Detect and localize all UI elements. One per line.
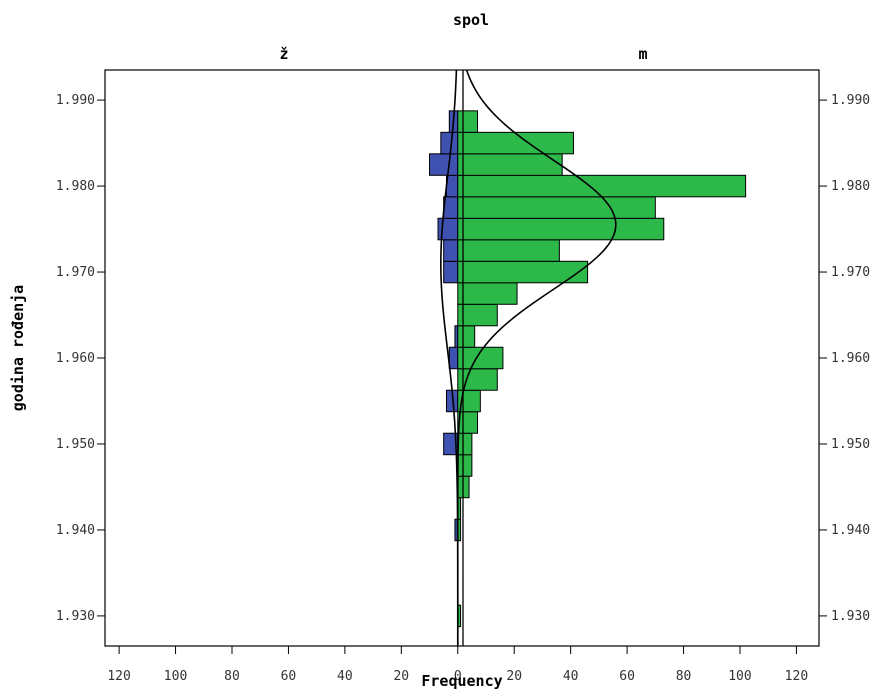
y-tick-label-right: 1.930 [831,609,870,624]
chart-title: spol [453,11,489,29]
bar-zensko-1970 [443,260,459,284]
y-tick-label-left: 1.970 [56,265,95,280]
x-tick-label: 100 [164,669,187,684]
bar-musko-1960 [457,346,504,370]
panel-label-left: ž [279,45,288,63]
y-tick-label-left: 1.960 [56,351,95,366]
x-axis-title: Frequency [421,672,502,690]
bar-zensko-1972.5 [443,239,459,262]
x-tick-label: 120 [785,669,808,684]
bar-musko-1950 [457,432,473,456]
x-tick-label: 40 [337,669,353,684]
y-tick-label-right: 1.970 [831,265,870,280]
bar-musko-1947.5 [457,454,473,477]
x-tick-label: 60 [619,669,635,684]
x-tick-label: 60 [281,669,297,684]
y-tick-label-left: 1.930 [56,609,95,624]
bar-musko-1980 [457,174,747,198]
x-tick-label: 80 [224,669,240,684]
y-tick-label-right: 1.960 [831,351,870,366]
y-tick-label-left: 1.950 [56,437,95,452]
x-tick-label: 0 [454,669,462,684]
bar-musko-1982.5 [457,153,563,176]
bar-musko-1972.5 [457,239,560,262]
y-tick-label-right: 1.940 [831,523,870,538]
normal-curve-musko [456,69,617,646]
bar-zensko-1977.5 [443,196,459,219]
bar-zensko-1982.5 [429,153,459,176]
y-axis-title: godina rođenja [9,285,27,411]
panel-label-right: m [638,45,647,63]
bar-zensko-1985 [440,131,459,155]
bar-musko-1952.5 [457,411,479,434]
bar-zensko-1960 [448,346,459,370]
y-tick-label-right: 1.980 [831,179,870,194]
bar-musko-1987.5 [457,110,479,133]
y-tick-label-right: 1.950 [831,437,870,452]
x-tick-label: 40 [563,669,579,684]
y-tick-label-right: 1.990 [831,93,870,108]
y-tick-label-left: 1.990 [56,93,95,108]
x-tick-label: 80 [676,669,692,684]
bar-musko-1977.5 [457,196,656,219]
x-tick-label: 20 [506,669,522,684]
bar-musko-1967.5 [457,282,518,305]
bar-musko-1962.5 [457,325,476,348]
bar-musko-1975 [457,217,665,241]
normal-curves [440,69,617,646]
x-tick-label: 120 [107,669,130,684]
bars-zensko [429,110,459,542]
x-tick-label: 20 [393,669,409,684]
y-tick-label-left: 1.980 [56,179,95,194]
x-tick-label: 100 [728,669,751,684]
bar-musko-1965 [457,303,498,327]
bars-musko [457,110,747,628]
x-axis-ticks: 120 100 80 60 40 20 0 20 40 60 80 100 120 [107,646,808,684]
y-tick-label-left: 1.940 [56,523,95,538]
bar-musko-1985 [457,131,574,155]
y-axis-ticks: 1.930 1.930 1.940 1.940 1.950 1.950 1.960 1.960… [56,93,870,624]
